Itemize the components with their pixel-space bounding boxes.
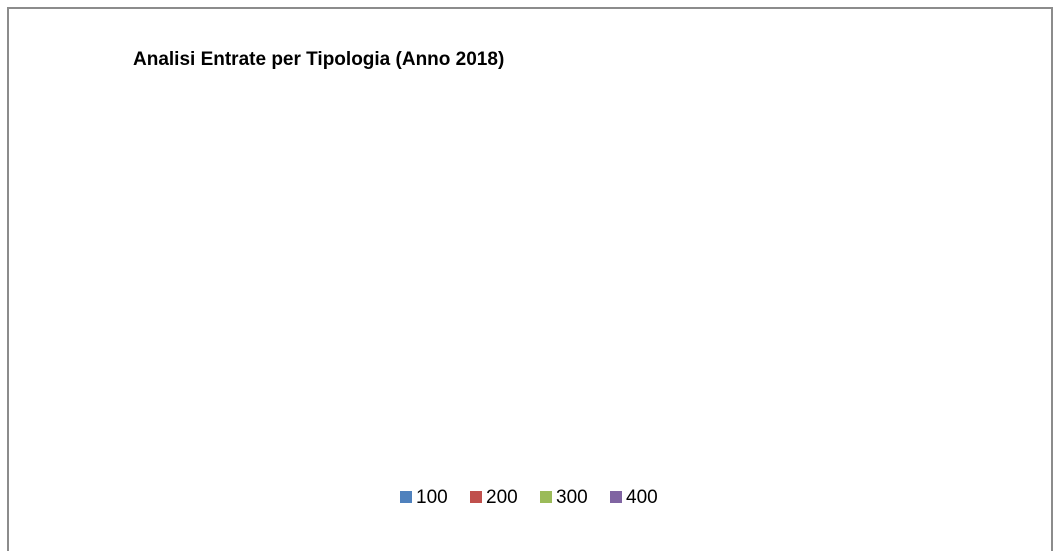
legend-swatch	[470, 491, 482, 503]
legend-swatch	[400, 491, 412, 503]
legend-label: 100	[416, 487, 448, 508]
legend-label: 400	[626, 487, 658, 508]
legend-label: 200	[486, 487, 518, 508]
chart-title: Analisi Entrate per Tipologia (Anno 2018…	[133, 49, 504, 70]
chart-frame	[7, 7, 1053, 551]
legend-swatch	[540, 491, 552, 503]
legend-swatch	[610, 491, 622, 503]
legend-label: 300	[556, 487, 588, 508]
